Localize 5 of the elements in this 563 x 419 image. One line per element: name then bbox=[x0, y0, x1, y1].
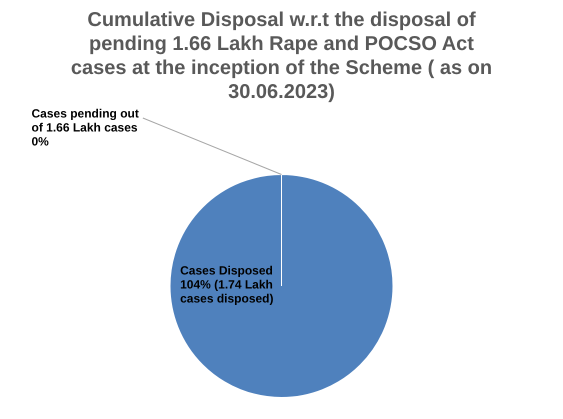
data-label: 104% (1.74 Lakh cases disposed) bbox=[180, 277, 274, 306]
chart-title: Cumulative Disposal w.r.t the disposal of pending 1.66 Lakh Rape and POCSO Act cases at the inception of the Scheme ( as on 30.06.2023) bbox=[70, 8, 494, 104]
slice-label: Cases Disposed bbox=[180, 263, 273, 278]
category-label: Cases pending out of 1.66 Lakh cases bbox=[32, 106, 139, 134]
text: 0% bbox=[32, 134, 49, 148]
